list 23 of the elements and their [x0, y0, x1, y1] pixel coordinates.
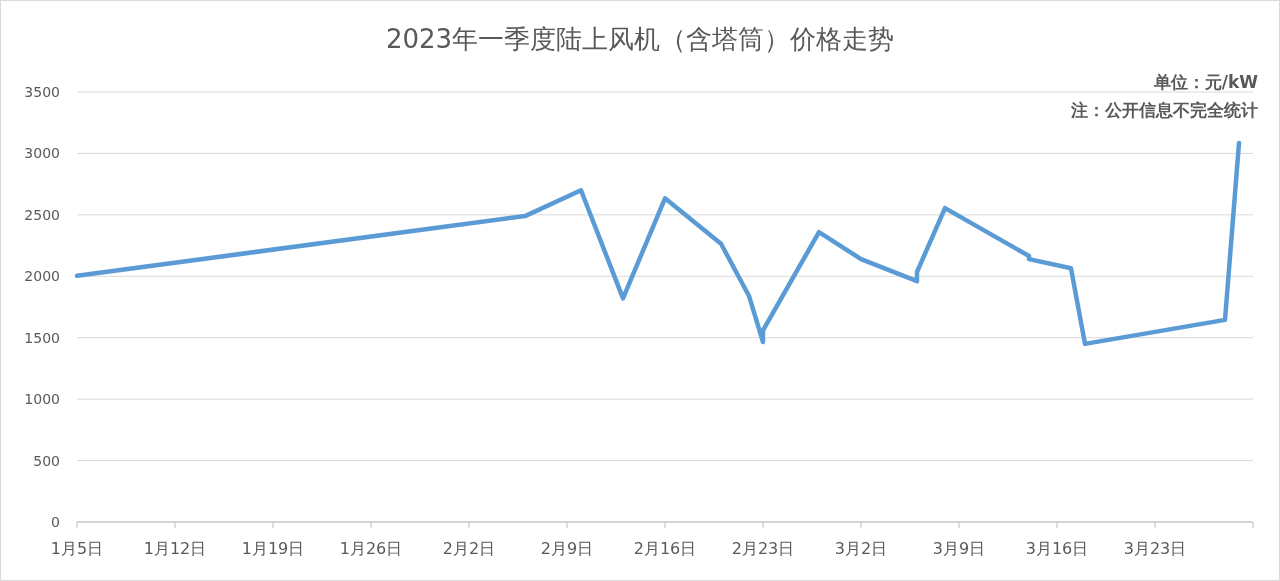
- y-tick-label: 3000: [24, 145, 60, 162]
- x-tick-label: 1月12日: [143, 539, 207, 558]
- x-tick-label: 2月16日: [633, 539, 697, 558]
- y-tick-label: 2000: [24, 268, 60, 285]
- x-tick-label: 1月26日: [339, 539, 403, 558]
- y-tick-label: 0: [51, 514, 60, 530]
- y-tick-label: 3500: [24, 84, 60, 100]
- text: 单位：元/kW: [1152, 72, 1259, 92]
- x-tick-label: 3月16日: [1025, 539, 1089, 558]
- x-tick-label: 1月5日: [50, 539, 104, 558]
- annotation: 注：公开信息不完全统计: [1070, 100, 1258, 120]
- x-tick-label: 2月23日: [731, 539, 795, 558]
- y-tick-label: 1500: [24, 329, 60, 346]
- chart-title: 2023年一季度陆上风机（含塔筒）价格走势: [385, 24, 895, 54]
- x-tick-label: 1月19日: [241, 539, 305, 558]
- x-tick-label: 2月9日: [540, 539, 594, 558]
- x-tick-label: 3月2日: [834, 539, 888, 558]
- x-tick-label: 3月23日: [1123, 539, 1187, 558]
- y-tick-label: 500: [33, 452, 60, 469]
- x-tick-label: 3月9日: [932, 539, 986, 558]
- x-tick-label: 2月2日: [442, 539, 496, 558]
- y-tick-label: 2500: [24, 206, 60, 223]
- y-tick-label: 1000: [24, 391, 60, 408]
